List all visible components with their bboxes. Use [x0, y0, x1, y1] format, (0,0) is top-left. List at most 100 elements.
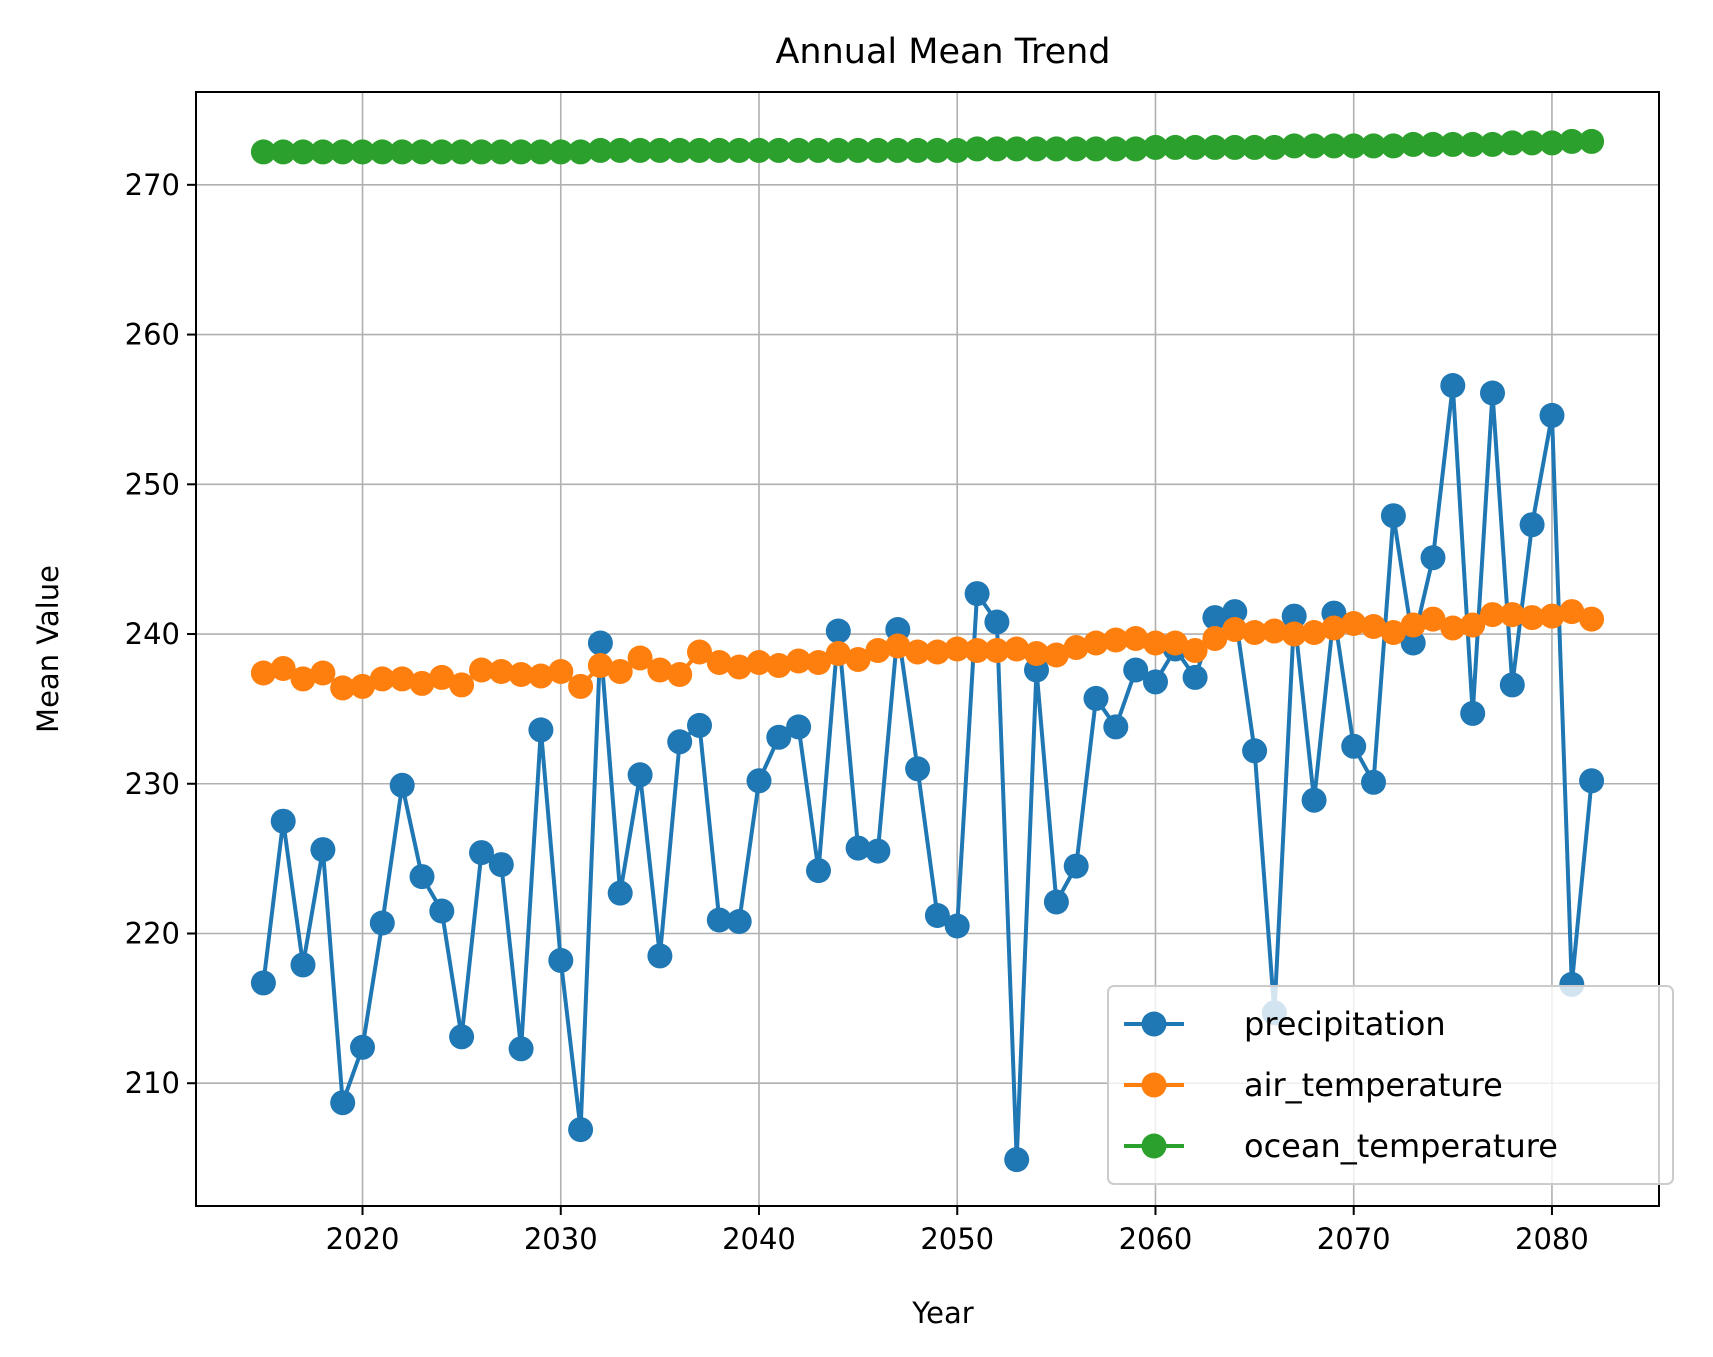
air_temperature-point [1519, 605, 1545, 631]
ocean_temperature-point [350, 139, 375, 165]
precipitation-point [687, 712, 712, 738]
ocean_temperature-point [528, 139, 554, 165]
air_temperature-point [1440, 615, 1466, 641]
air_temperature-point [964, 638, 990, 663]
air_temperature-point [1480, 602, 1505, 628]
precipitation-point [1103, 714, 1129, 740]
legend-marker [1141, 1011, 1167, 1037]
ocean_temperature-point [409, 139, 435, 165]
precipitation-point [1202, 605, 1228, 631]
ocean_temperature-point [667, 137, 693, 163]
legend-box [1107, 985, 1674, 1185]
precipitation-point [647, 943, 673, 969]
ocean_temperature-point [1143, 134, 1168, 160]
air_temperature-point [667, 662, 693, 687]
legend-item-air_temperature: air_temperature [1124, 1066, 1503, 1104]
ocean_temperature-point [726, 137, 752, 163]
air_temperature-point [469, 657, 494, 683]
ocean_temperature-point [1301, 133, 1327, 159]
ocean_temperature-point [766, 137, 792, 163]
precipitation-point [845, 835, 871, 861]
ocean_temperature-point [1361, 133, 1386, 159]
x-tick-label: 2030 [524, 1222, 598, 1256]
ocean_temperature-point [687, 137, 712, 163]
ocean_temperature-point [568, 139, 594, 165]
series-layer [250, 128, 1605, 1173]
precipitation-point [1123, 657, 1149, 683]
air_temperature-point [627, 645, 653, 671]
ocean_temperature-point [1103, 136, 1129, 162]
air_temperature-point [1341, 611, 1367, 636]
ocean_temperature-point [845, 137, 871, 163]
air_temperature-point [1103, 627, 1129, 653]
y-tick-label: 270 [125, 168, 180, 202]
x-tick-label: 2050 [920, 1222, 994, 1256]
precipitation-point [1182, 664, 1208, 690]
ocean_temperature-point [1321, 133, 1347, 159]
y-tick-label: 260 [125, 318, 180, 352]
ocean_temperature-point [587, 137, 613, 163]
air_temperature-point [488, 659, 514, 684]
ocean_temperature-point [944, 137, 970, 163]
air_temperature-point [706, 650, 732, 675]
ocean_temperature-point [1539, 130, 1565, 156]
precipitation-point [1143, 669, 1168, 695]
ocean_temperature-point [885, 137, 911, 163]
precipitation-point [350, 1034, 375, 1060]
air_temperature-point [1460, 612, 1486, 638]
precipitation-point [270, 808, 296, 834]
ocean_temperature-point [469, 139, 494, 165]
precipitation-point [825, 618, 851, 644]
ocean_temperature-point [488, 139, 514, 165]
series-air_temperature [250, 599, 1605, 701]
air_temperature-point [508, 662, 534, 687]
ocean_temperature-point [746, 137, 772, 163]
ocean_temperature-point [1519, 130, 1545, 156]
ocean_temperature-point [1162, 134, 1188, 160]
precipitation-point [726, 909, 752, 934]
air_temperature-point [1123, 626, 1149, 651]
y-tick-label: 210 [125, 1066, 180, 1100]
ocean_temperature-point [1222, 134, 1248, 160]
air_temperature-point [449, 672, 475, 698]
ocean_temperature-point [369, 139, 395, 165]
air_temperature-point [1004, 636, 1030, 662]
series-ocean_temperature [250, 128, 1605, 165]
ocean_temperature-point [1559, 128, 1585, 154]
ocean_temperature-point [1341, 133, 1367, 159]
ocean_temperature-point [865, 137, 891, 163]
air_temperature-point [1162, 630, 1188, 656]
precipitation-point [905, 756, 931, 782]
precipitation-point [488, 852, 514, 878]
precipitation-point [429, 898, 455, 924]
ocean_temperature-point [1480, 131, 1505, 157]
ocean_temperature-point [389, 139, 415, 165]
precipitation-point [865, 838, 891, 864]
ocean_temperature-point [1380, 133, 1406, 159]
air_temperature-point [1380, 620, 1406, 645]
precipitation-point [667, 729, 693, 755]
precipitation-point [310, 837, 336, 863]
precipitation-point [250, 970, 276, 996]
air_temperature-point [1499, 602, 1525, 628]
air_temperature-point [905, 639, 931, 665]
precipitation-point [1480, 380, 1505, 406]
precipitation-point [369, 910, 395, 936]
ocean_temperature-point [270, 139, 296, 165]
precipitation-point [627, 762, 653, 788]
precipitation-point [607, 880, 633, 906]
precipitation-point [746, 768, 772, 794]
air_temperature-point [687, 639, 712, 665]
precipitation-point [290, 952, 316, 978]
air_temperature-point [746, 650, 772, 675]
ocean_temperature-point [1242, 134, 1268, 160]
air_temperature-point [548, 659, 574, 684]
ocean_temperature-point [330, 139, 356, 165]
x-tick-label: 2060 [1119, 1222, 1193, 1256]
ocean_temperature-point [924, 137, 950, 163]
ocean_temperature-point [1281, 133, 1307, 159]
precipitation-point [924, 903, 950, 928]
plot-frame [195, 91, 1660, 1207]
x-tick-label: 2080 [1515, 1222, 1589, 1256]
x-tick-label: 2070 [1317, 1222, 1391, 1256]
